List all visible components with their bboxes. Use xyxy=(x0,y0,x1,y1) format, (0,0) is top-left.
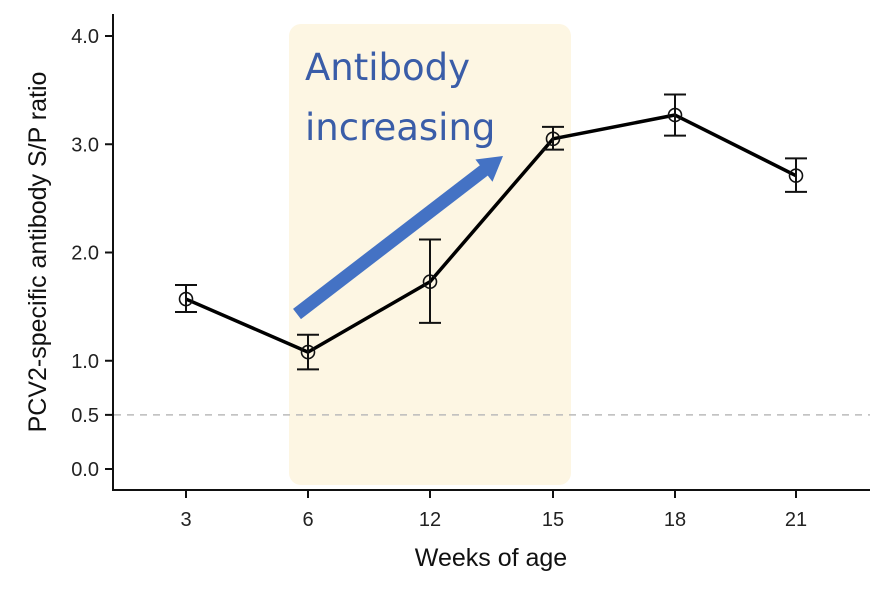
y-axis-title: PCV2-specific antibody S/P ratio xyxy=(24,72,52,433)
data-point xyxy=(788,168,804,183)
data-point xyxy=(667,107,683,123)
x-tick-label: 21 xyxy=(785,509,807,531)
y-tick-label: 3.0 xyxy=(71,134,99,156)
error-bar xyxy=(664,93,686,137)
error-bar xyxy=(175,283,197,314)
y-tick-label: 1.0 xyxy=(71,351,99,373)
y-tick-label: 2.0 xyxy=(71,243,99,265)
x-tick-label: 3 xyxy=(180,509,191,531)
x-tick-label: 18 xyxy=(664,509,686,531)
x-ticks: 3 6 12 15 18 21 xyxy=(180,490,807,531)
x-tick-label: 12 xyxy=(419,509,441,531)
error-bars xyxy=(175,93,807,371)
y-ticks: 0.0 0.5 1.0 2.0 3.0 4.0 xyxy=(71,26,113,481)
y-tick-label: 4.0 xyxy=(71,26,99,48)
annotation-line-2: increasing xyxy=(305,106,495,149)
x-tick-label: 6 xyxy=(302,509,313,531)
x-tick-label: 15 xyxy=(542,509,564,531)
data-point xyxy=(545,131,561,147)
error-bar xyxy=(297,333,319,371)
series-line xyxy=(185,113,797,354)
y-tick-label: 0.5 xyxy=(71,405,99,427)
data-point xyxy=(300,344,316,360)
x-axis-title: Weeks of age xyxy=(415,544,567,572)
data-point xyxy=(422,274,438,290)
error-bar xyxy=(419,238,441,324)
error-bar xyxy=(785,157,807,193)
y-tick-label: 0.0 xyxy=(71,459,99,481)
data-point xyxy=(178,291,194,307)
data-points xyxy=(178,107,804,360)
annotation-arrow xyxy=(293,156,503,320)
annotation-line-1: Antibody xyxy=(305,46,470,89)
